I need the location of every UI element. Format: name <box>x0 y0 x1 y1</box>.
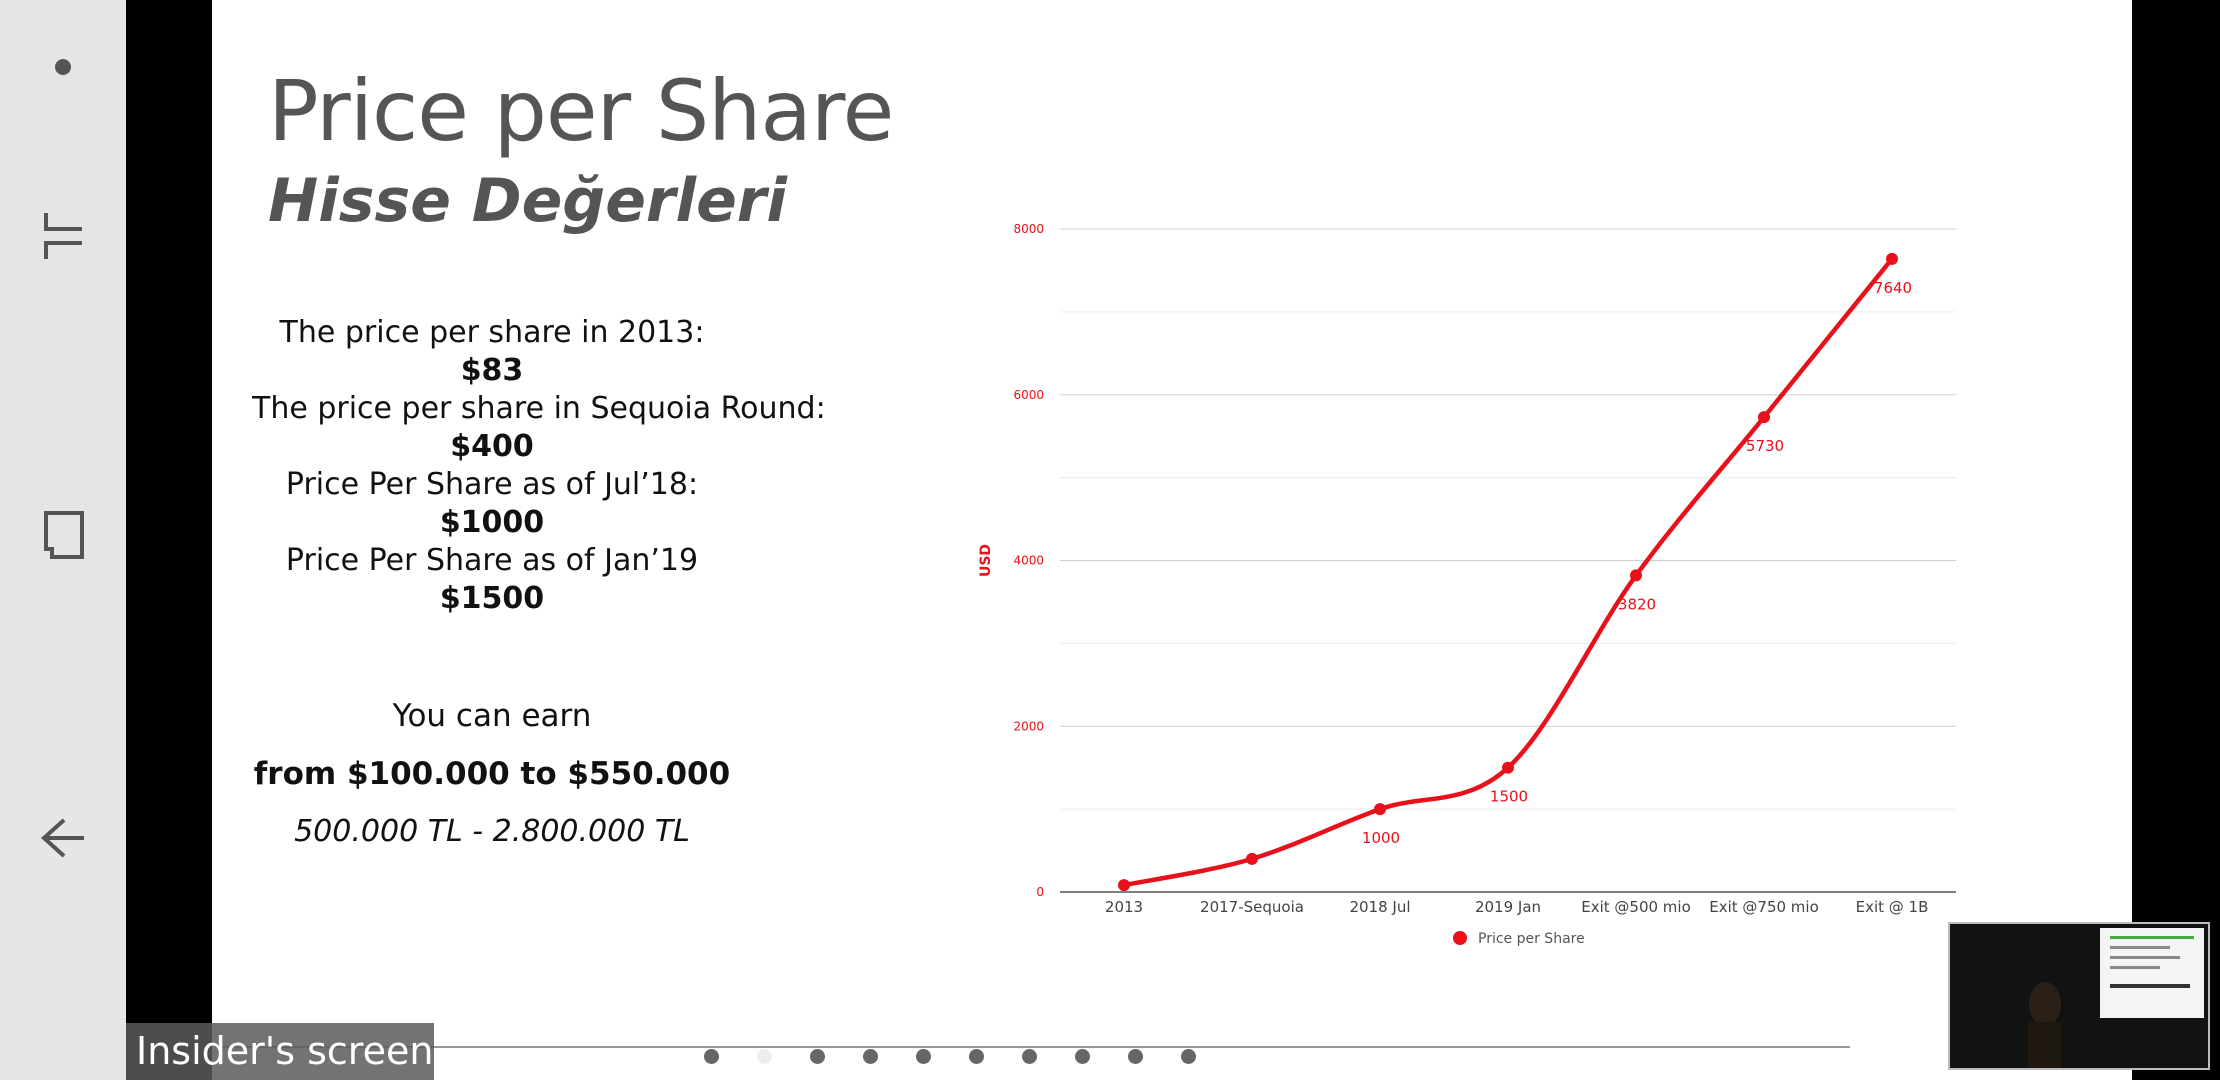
back-arrow-icon[interactable] <box>28 803 98 873</box>
y-tick-label: 4000 <box>1013 554 1044 568</box>
slide-subtitle: Hisse Değerleri <box>268 166 787 236</box>
pagination-dot-6[interactable] <box>969 1049 984 1064</box>
presentation-slide: Price per Share Hisse Değerleri The pric… <box>212 0 2132 1080</box>
camera-thumbnail[interactable] <box>1948 922 2210 1070</box>
data-label: 1500 <box>1490 788 1528 806</box>
pagination-dot-1[interactable] <box>704 1049 719 1064</box>
pagination-dot-10[interactable] <box>1181 1049 1196 1064</box>
recent-apps-icon[interactable] <box>28 198 98 268</box>
pagination-dot-5[interactable] <box>916 1049 931 1064</box>
price-sequoia-label: The price per share in Sequoia Round: <box>252 391 826 426</box>
data-label: 3820 <box>1618 595 1656 613</box>
data-point-2 <box>1246 852 1258 865</box>
data-point-3 <box>1374 803 1386 816</box>
data-point-5 <box>1630 569 1642 582</box>
y-axis-label: USD <box>978 544 994 577</box>
earn-range-tl: 500.000 TL - 2.800.000 TL <box>294 814 690 849</box>
price-sequoia-value: $400 <box>450 429 534 464</box>
price-line-chart: 0 2000 4000 6000 8000 USD 2013 2017-Sequoia 2018… <box>978 222 1956 947</box>
slide-title: Price per Share <box>268 62 894 160</box>
x-tick-label: 2013 <box>1105 898 1143 916</box>
pagination-dot-2[interactable] <box>757 1049 772 1064</box>
legend-marker <box>1453 931 1467 945</box>
pagination-dot-4[interactable] <box>863 1049 878 1064</box>
pagination-dot-3[interactable] <box>810 1049 825 1064</box>
data-point-4 <box>1502 761 1514 774</box>
y-tick-label: 0 <box>1036 885 1044 899</box>
y-tick-label: 6000 <box>1013 388 1044 402</box>
slide-pagination <box>704 1049 1196 1064</box>
data-point-6 <box>1758 411 1770 424</box>
price-jul18-value: $1000 <box>439 505 545 540</box>
x-tick-label: Exit @500 mio <box>1581 898 1691 916</box>
x-tick-label: 2019 Jan <box>1475 898 1541 916</box>
y-tick-label: 2000 <box>1013 719 1044 733</box>
price-jan19-label: Price Per Share as of Jan’19 <box>285 543 699 578</box>
earn-intro: You can earn <box>392 698 592 734</box>
video-progress-line[interactable] <box>220 1046 1850 1048</box>
x-tick-label: Exit @750 mio <box>1709 898 1819 916</box>
y-tick-label: 8000 <box>1013 222 1044 236</box>
price-jan19-value: $1500 <box>439 581 545 616</box>
price-jul18-label: Price Per Share as of Jul’18: <box>285 467 699 502</box>
data-label: 1000 <box>1362 829 1400 847</box>
data-label: 5730 <box>1746 437 1784 455</box>
data-point-1 <box>1118 879 1130 892</box>
pagination-dot-7[interactable] <box>1022 1049 1037 1064</box>
pagination-dot-9[interactable] <box>1128 1049 1143 1064</box>
price-info-block: The price per share in 2013: $83 The pri… <box>252 314 826 618</box>
earn-range-usd: from $100.000 to $550.000 <box>253 756 731 792</box>
x-tick-label: 2017-Sequoia <box>1200 898 1304 916</box>
price-2013-label: The price per share in 2013: <box>279 315 705 350</box>
earnings-block: You can earn from $100.000 to $550.000 5… <box>252 694 732 854</box>
price-2013-value: $83 <box>460 353 524 388</box>
data-point-7 <box>1886 252 1898 265</box>
x-tick-label: Exit @ 1B <box>1856 898 1929 916</box>
screen-share-label: Insider's screen <box>126 1023 434 1080</box>
legend-label: Price per Share <box>1478 931 1585 947</box>
pagination-dot-8[interactable] <box>1075 1049 1090 1064</box>
android-nav-bar <box>0 0 126 1080</box>
data-label: 7640 <box>1874 279 1912 297</box>
dot-icon[interactable] <box>28 32 98 102</box>
home-icon[interactable] <box>28 500 98 570</box>
x-tick-label: 2018 Jul <box>1349 898 1410 916</box>
